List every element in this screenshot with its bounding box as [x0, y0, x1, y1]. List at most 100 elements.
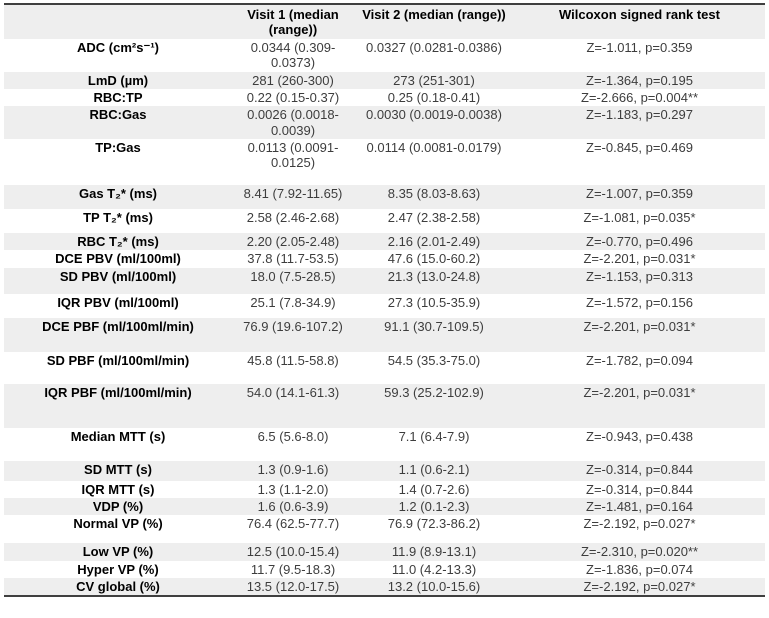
visit1-value-cell: 0.22 (0.15-0.37) [246, 89, 340, 105]
visit2-value-cell: 2.16 (2.01-2.49) [387, 233, 481, 249]
wilcoxon-result-cell: Z=-0.943, p=0.438 [586, 428, 693, 444]
wilcoxon-result-cell: Z=-2.310, p=0.020** [580, 544, 699, 560]
table-row: RBC:Gas 0.0026 (0.0018-0.0039) 0.0030 (0.0… [4, 106, 765, 139]
table-row: RBC:TP 0.22 (0.15-0.37) 0.25 (0.18-0.41) Z=… [4, 89, 765, 106]
row-label-cell: Gas T₂* (ms) [78, 185, 158, 201]
table-row: SD MTT (s) 1.3 (0.9-1.6) 1.1 (0.6-2.1) Z=-0… [4, 460, 765, 481]
visit2-value-cell: 59.3 (25.2-102.9) [384, 384, 484, 400]
wilcoxon-result-cell: Z=-0.845, p=0.469 [586, 139, 693, 155]
wilcoxon-result-cell: Z=-1.011, p=0.359 [586, 40, 693, 55]
visit1-value-cell: 2.58 (2.46-2.68) [246, 209, 340, 225]
wilcoxon-result-cell: Z=-1.153, p=0.313 [586, 268, 693, 284]
table-row: Low VP (%) 12.5 (10.0-15.4) 11.9 (8.9-13.1… [4, 543, 765, 561]
visit2-value-cell: 0.0114 (0.0081-0.0179) [366, 139, 502, 155]
wilcoxon-result-cell: Z=-1.572, p=0.156 [586, 294, 693, 310]
row-label-cell: Normal VP (%) [73, 516, 163, 532]
row-label-cell: RBC:TP [93, 89, 143, 105]
visit1-value-cell: 0.0113 (0.0091-0.0125) [247, 139, 339, 171]
table-row: TP T₂* (ms) 2.58 (2.46-2.68) 2.47 (2.38-2.… [4, 209, 765, 233]
wilcoxon-result-cell: Z=-1.007, p=0.359 [586, 185, 693, 201]
visit1-value-cell: 1.6 (0.6-3.9) [257, 498, 329, 514]
visit2-value-cell: 76.9 (72.3-86.2) [387, 516, 481, 532]
visit2-value-cell: 91.1 (30.7-109.5) [384, 318, 484, 334]
visit1-value-cell: 0.0344 (0.309-0.0373) [250, 40, 336, 71]
header-visit2-cell: Visit 2 (median (range)) [362, 7, 506, 22]
wilcoxon-result-cell: Z=-2.201, p=0.031* [583, 384, 696, 400]
visit2-value-cell: 1.4 (0.7-2.6) [398, 481, 470, 497]
visit2-value-cell: 21.3 (13.0-24.8) [387, 268, 481, 284]
row-label-cell: RBC T₂* (ms) [77, 233, 159, 249]
wilcoxon-result-cell: Z=-1.364, p=0.195 [586, 72, 693, 88]
header-wilcoxon-cell: Wilcoxon signed rank test [559, 7, 720, 22]
row-label-cell: SD MTT (s) [84, 461, 152, 477]
row-label-cell: Hyper VP (%) [77, 561, 159, 577]
visit2-value-cell: 11.9 (8.9-13.1) [391, 544, 477, 560]
header-row: Visit 1 (median (range)) Visit 2 (median… [4, 4, 765, 39]
visit2-value-cell: 27.3 (10.5-35.9) [387, 294, 481, 310]
visit1-value-cell: 76.9 (19.6-107.2) [243, 318, 343, 334]
visit1-value-cell: 18.0 (7.5-28.5) [250, 268, 336, 284]
visit2-value-cell: 8.35 (8.03-8.63) [387, 185, 481, 201]
wilcoxon-result-cell: Z=-2.192, p=0.027* [583, 516, 696, 532]
visit1-value-cell: 1.3 (1.1-2.0) [257, 481, 329, 497]
wilcoxon-result-cell: Z=-1.836, p=0.074 [586, 561, 693, 577]
row-label-cell: ADC (cm²s⁻¹) [77, 40, 159, 55]
visit1-value-cell: 37.8 (11.7-53.5) [247, 251, 339, 267]
visit1-value-cell: 76.4 (62.5-77.7) [246, 516, 340, 532]
table-row: Median MTT (s) 6.5 (5.6-8.0) 7.1 (6.4-7.9)… [4, 428, 765, 461]
table-row: RBC T₂* (ms) 2.20 (2.05-2.48) 2.16 (2.01-2… [4, 232, 765, 251]
table-row: IQR MTT (s) 1.3 (1.1-2.0) 1.4 (0.7-2.6) Z=-… [4, 481, 765, 498]
wilcoxon-result-cell: Z=-2.666, p=0.004** [580, 89, 699, 105]
row-label-cell: TP:Gas [95, 139, 141, 155]
visit2-value-cell: 13.2 (10.0-15.6) [387, 578, 481, 594]
visit1-value-cell: 0.0026 (0.0018-0.0039) [247, 107, 339, 138]
visit1-value-cell: 1.3 (0.9-1.6) [257, 461, 329, 477]
visit1-value-cell: 11.7 (9.5-18.3) [250, 561, 336, 577]
visit2-value-cell: 2.47 (2.38-2.58) [387, 209, 481, 225]
visit2-value-cell: 54.5 (35.3-75.0) [387, 352, 481, 368]
wilcoxon-result-cell: Z=-2.201, p=0.031* [583, 251, 696, 267]
row-label-cell: IQR PBF (ml/100ml/min) [44, 384, 192, 400]
row-label-cell: LmD (µm) [87, 72, 149, 88]
visit2-value-cell: 1.1 (0.6-2.1) [398, 461, 470, 477]
table-row: Gas T₂* (ms) 8.41 (7.92-11.65) 8.35 (8.03-… [4, 184, 765, 209]
table-row: IQR PBV (ml/100ml) 25.1 (7.8-34.9) 27.3 (1… [4, 294, 765, 318]
row-label-cell: SD PBV (ml/100ml) [59, 268, 177, 284]
wilcoxon-result-cell: Z=-1.782, p=0.094 [586, 352, 693, 368]
row-label-cell: DCE PBF (ml/100ml/min) [42, 318, 194, 334]
wilcoxon-result-cell: Z=-1.081, p=0.035* [583, 209, 696, 225]
table-row: Normal VP (%) 76.4 (62.5-77.7) 76.9 (72.3-… [4, 515, 765, 543]
visit2-value-cell: 0.25 (0.18-0.41) [387, 89, 481, 105]
table-row: CV global (%) 13.5 (12.0-17.5) 13.2 (10.0-… [4, 577, 765, 597]
table-row: VDP (%) 1.6 (0.6-3.9) 1.2 (0.1-2.3) Z=-1.48… [4, 497, 765, 516]
row-label-cell: IQR MTT (s) [81, 481, 155, 497]
visit2-value-cell: 0.0327 (0.0281-0.0386) [366, 40, 502, 55]
table-row: DCE PBF (ml/100ml/min) 76.9 (19.6-107.2) 9… [4, 317, 765, 352]
visit1-value-cell: 8.41 (7.92-11.65) [243, 185, 343, 201]
wilcoxon-result-cell: Z=-0.770, p=0.496 [586, 233, 693, 249]
row-label-cell: Low VP (%) [82, 544, 154, 560]
wilcoxon-result-cell: Z=-2.201, p=0.031* [583, 318, 696, 334]
visit1-value-cell: 12.5 (10.0-15.4) [246, 544, 340, 560]
visit1-value-cell: 6.5 (5.6-8.0) [257, 428, 329, 444]
table-row: SD PBV (ml/100ml) 18.0 (7.5-28.5) 21.3 (13… [4, 267, 765, 294]
table-row: DCE PBV (ml/100ml) 37.8 (11.7-53.5) 47.6 (… [4, 250, 765, 267]
visit2-value-cell: 0.0030 (0.0019-0.0038) [366, 107, 502, 123]
row-label-cell: DCE PBV (ml/100ml) [55, 251, 181, 267]
visit1-value-cell: 45.8 (11.5-58.8) [247, 352, 339, 368]
visit2-value-cell: 273 (251-301) [393, 72, 475, 88]
wilcoxon-result-cell: Z=-0.314, p=0.844 [586, 461, 693, 477]
wilcoxon-result-cell: Z=-1.481, p=0.164 [586, 498, 693, 514]
results-table-body: ADC (cm²s⁻¹) 0.0344 (0.309-0.0373) 0.0327 … [4, 39, 765, 597]
table-row: SD PBF (ml/100ml/min) 45.8 (11.5-58.8) 54.… [4, 352, 765, 384]
header-visit1-cell: Visit 1 (median (range)) [247, 7, 339, 38]
row-label-cell: RBC:Gas [89, 107, 147, 123]
wilcoxon-result-cell: Z=-0.314, p=0.844 [586, 481, 693, 497]
visit2-value-cell: 11.0 (4.2-13.3) [391, 561, 477, 577]
visit2-value-cell: 7.1 (6.4-7.9) [398, 428, 470, 444]
visit1-value-cell: 13.5 (12.0-17.5) [246, 578, 340, 594]
row-label-cell: Median MTT (s) [70, 428, 166, 444]
table-row: TP:Gas 0.0113 (0.0091-0.0125) 0.0114 (0.00… [4, 139, 765, 185]
wilcoxon-result-cell: Z=-2.192, p=0.027* [583, 578, 696, 594]
visit1-value-cell: 54.0 (14.1-61.3) [246, 384, 340, 400]
